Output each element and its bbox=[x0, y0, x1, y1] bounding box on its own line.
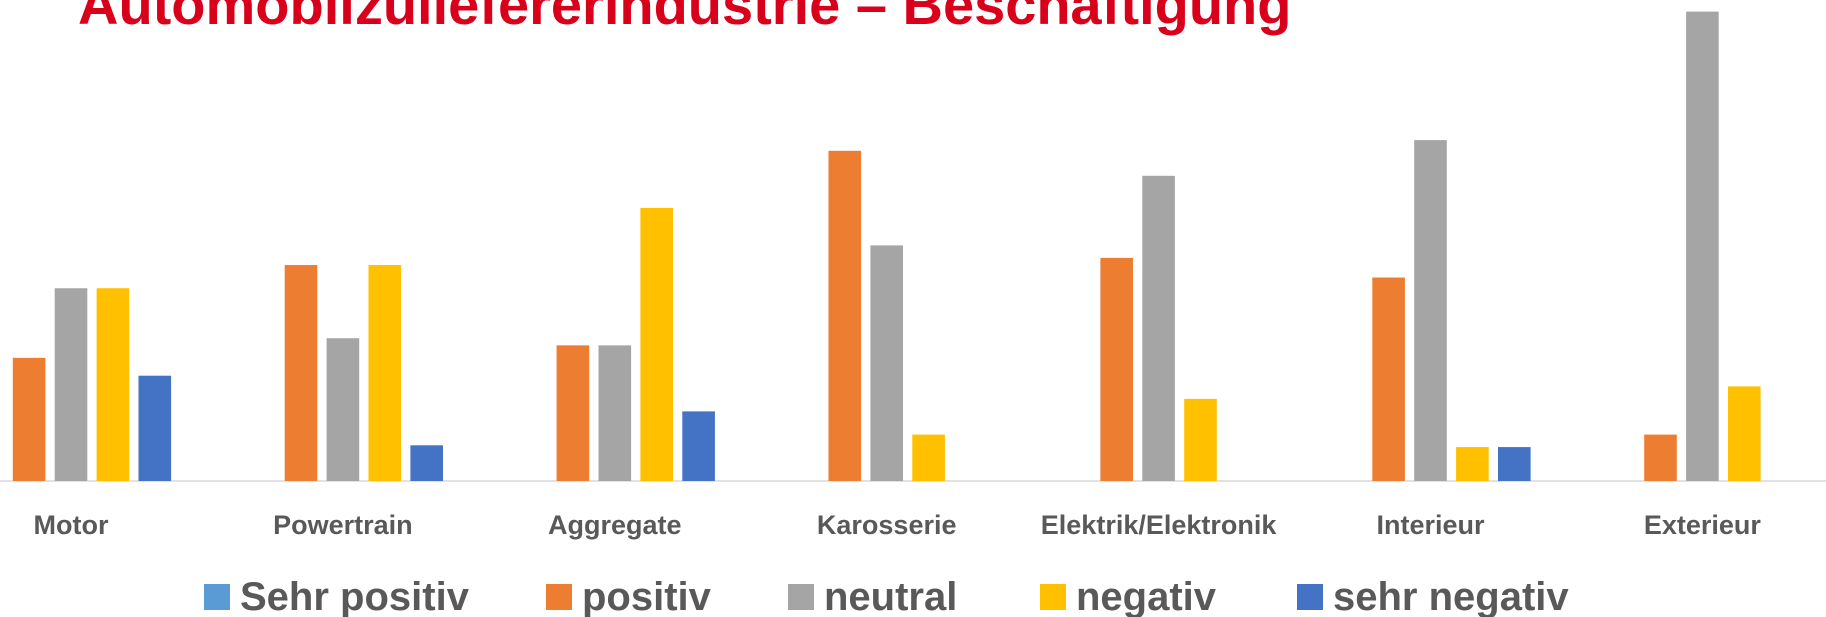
bar bbox=[1498, 447, 1531, 481]
bar bbox=[1686, 11, 1719, 481]
bar bbox=[1100, 257, 1133, 481]
x-tick-label: Aggregate bbox=[548, 510, 682, 540]
bar bbox=[284, 265, 318, 481]
bar bbox=[1414, 140, 1447, 481]
bar bbox=[96, 288, 130, 481]
bar bbox=[368, 265, 402, 481]
legend-label: negativ bbox=[1076, 575, 1217, 617]
bar bbox=[1142, 175, 1175, 481]
bar bbox=[1728, 386, 1761, 481]
legend-swatch bbox=[1040, 584, 1066, 610]
bar bbox=[12, 357, 46, 481]
legend-label: positiv bbox=[582, 575, 712, 617]
x-tick-label: Powertrain bbox=[273, 510, 413, 540]
bar bbox=[54, 288, 88, 481]
legend-swatch bbox=[204, 584, 230, 610]
legend-swatch bbox=[788, 584, 814, 610]
bar bbox=[1184, 398, 1217, 481]
bar bbox=[1644, 434, 1677, 481]
bar bbox=[870, 245, 903, 481]
x-tick-label: Motor bbox=[34, 510, 109, 540]
legend-label: neutral bbox=[824, 575, 957, 617]
bar bbox=[1372, 277, 1405, 481]
x-tick-label: Interieur bbox=[1376, 510, 1485, 540]
legend-label: sehr negativ bbox=[1333, 575, 1569, 617]
legend-label: Sehr positiv bbox=[240, 575, 470, 617]
bar bbox=[138, 375, 172, 481]
bar bbox=[640, 207, 673, 481]
bar bbox=[556, 345, 590, 481]
x-tick-label: Karosserie bbox=[817, 510, 957, 540]
bar bbox=[912, 434, 945, 481]
x-tick-label: Exterieur bbox=[1644, 510, 1762, 540]
legend-swatch bbox=[546, 584, 572, 610]
bar bbox=[1456, 447, 1489, 481]
x-tick-label: Elektrik/Elektronik bbox=[1041, 510, 1278, 540]
chart-title: Automobilzuliefererindustrie – Beschäfti… bbox=[78, 0, 1291, 36]
bar bbox=[598, 345, 632, 481]
bar bbox=[326, 338, 360, 481]
legend-swatch bbox=[1297, 584, 1323, 610]
bar bbox=[828, 150, 862, 481]
bar bbox=[410, 445, 443, 481]
bar bbox=[682, 411, 715, 481]
